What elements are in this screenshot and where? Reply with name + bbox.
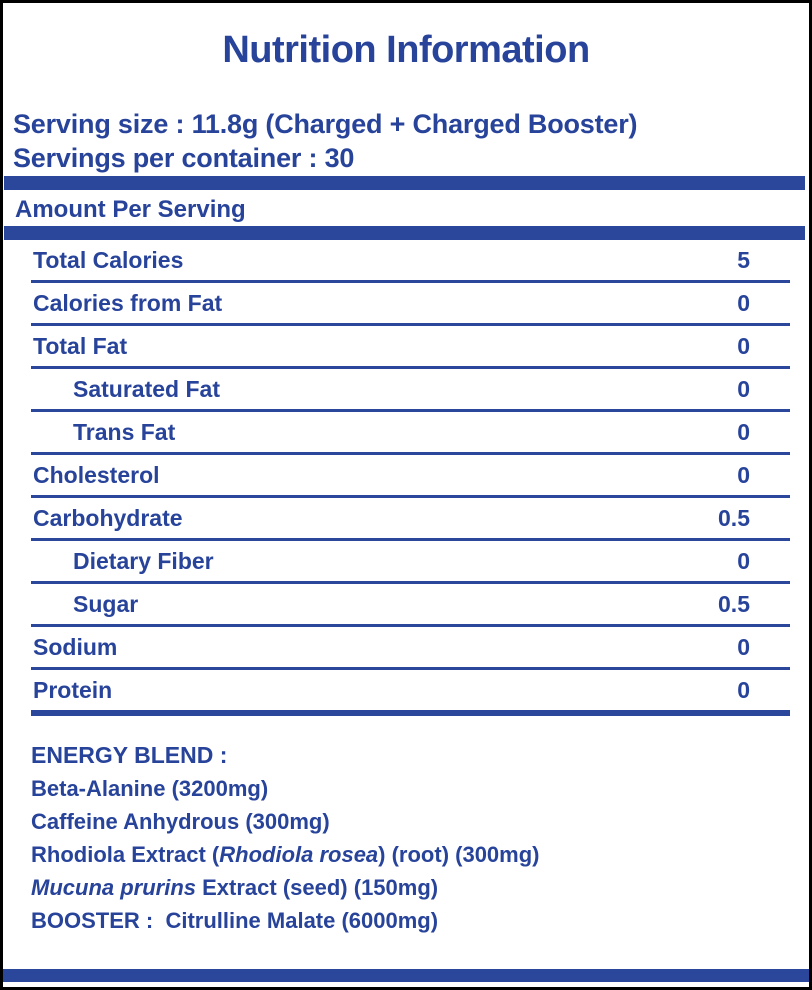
nutrient-value: 0 bbox=[737, 375, 750, 402]
energy-blend-item: Rhodiola Extract (Rhodiola rosea) (root)… bbox=[31, 842, 540, 867]
table-row: Total Calories 5 bbox=[31, 240, 790, 283]
serving-info: Serving size : 11.8g (Charged + Charged … bbox=[13, 107, 638, 175]
label-inner: Nutrition Information Serving size : 11.… bbox=[3, 3, 809, 987]
nutrient-label: Sodium bbox=[33, 633, 118, 660]
nutrient-label: Dietary Fiber bbox=[73, 547, 214, 574]
servings-per-container-line: Servings per container : 30 bbox=[13, 143, 355, 173]
table-row: Cholesterol 0 bbox=[31, 455, 790, 498]
divider-bar-top bbox=[4, 176, 805, 190]
table-row: Total Fat 0 bbox=[31, 326, 790, 369]
nutrient-label: Saturated Fat bbox=[73, 375, 220, 402]
table-row: Trans Fat 0 bbox=[31, 412, 790, 455]
table-row: Saturated Fat 0 bbox=[31, 369, 790, 412]
energy-blend-heading: ENERGY BLEND : bbox=[31, 742, 228, 768]
nutrient-label: Trans Fat bbox=[73, 418, 176, 445]
nutrient-value: 0 bbox=[737, 676, 750, 703]
nutrient-value: 0 bbox=[737, 633, 750, 660]
nutrient-label: Total Calories bbox=[33, 246, 184, 273]
table-row: Carbohydrate 0.5 bbox=[31, 498, 790, 541]
divider-bar-bottom bbox=[3, 969, 809, 982]
nutrient-value: 0.5 bbox=[718, 590, 750, 617]
energy-blend-item: BOOSTER : Citrulline Malate (6000mg) bbox=[31, 908, 439, 933]
nutrient-label: Total Fat bbox=[33, 332, 128, 359]
energy-blend-section: ENERGY BLEND : Beta-Alanine (3200mg) Caf… bbox=[31, 739, 540, 937]
table-row: Sodium 0 bbox=[31, 627, 790, 670]
nutrient-label: Sugar bbox=[73, 590, 139, 617]
nutrient-value: 0 bbox=[737, 332, 750, 359]
table-row: Protein 0 bbox=[31, 670, 790, 716]
nutrient-value: 0 bbox=[737, 461, 750, 488]
amount-per-serving-label: Amount Per Serving bbox=[15, 196, 246, 223]
nutrient-label: Calories from Fat bbox=[33, 289, 223, 316]
nutrient-value: 5 bbox=[737, 246, 750, 273]
nutrient-label: Cholesterol bbox=[33, 461, 160, 488]
table-row: Sugar 0.5 bbox=[31, 584, 790, 627]
nutrient-value: 0 bbox=[737, 547, 750, 574]
nutrient-value: 0 bbox=[737, 289, 750, 316]
nutrient-label: Protein bbox=[33, 676, 113, 703]
energy-blend-item: Beta-Alanine (3200mg) bbox=[31, 776, 269, 801]
nutrient-label: Carbohydrate bbox=[33, 504, 183, 531]
table-row: Calories from Fat 0 bbox=[31, 283, 790, 326]
nutrition-table: Total Calories 5 Calories from Fat 0 Tot… bbox=[31, 240, 790, 716]
energy-blend-item: Caffeine Anhydrous (300mg) bbox=[31, 809, 330, 834]
nutrient-value: 0 bbox=[737, 418, 750, 445]
nutrient-value: 0.5 bbox=[718, 504, 750, 531]
energy-blend-item: Mucuna prurins Extract (seed) (150mg) bbox=[31, 875, 439, 900]
page-title: Nutrition Information bbox=[222, 29, 590, 71]
divider-bar-below-amount bbox=[4, 226, 805, 240]
serving-size-line: Serving size : 11.8g (Charged + Charged … bbox=[13, 109, 638, 139]
table-row: Dietary Fiber 0 bbox=[31, 541, 790, 584]
